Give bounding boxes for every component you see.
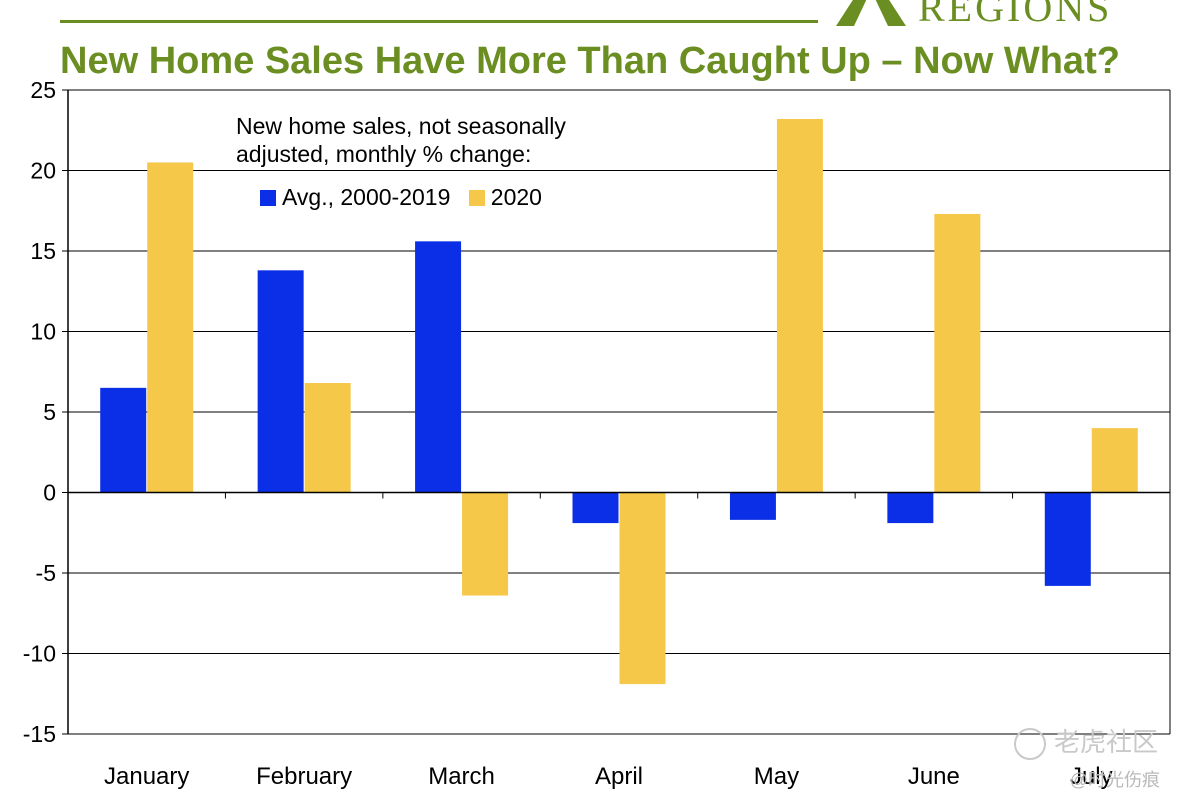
bar-avg [257, 270, 304, 493]
bar-chart: 25 20 15 10 5 0 -5 -10 -15 January February March Ap… [23, 80, 1171, 790]
legend: Avg., 2000-2019 2020 [260, 184, 554, 212]
bar-avg [100, 387, 147, 493]
x-tick-label: January [104, 763, 189, 790]
y-tick-label: -15 [23, 721, 56, 747]
regions-triangle-logo-icon [836, 0, 906, 26]
bar-2020 [304, 383, 351, 493]
legend-item-2020: 2020 [468, 184, 542, 211]
bar-2020 [934, 213, 981, 493]
x-tick-label: March [428, 763, 495, 790]
legend-item-avg: Avg., 2000-2019 [260, 184, 450, 211]
x-tick-label: July [1070, 763, 1113, 790]
tiger-community-icon [1013, 728, 1046, 761]
page-title: New Home Sales Have More Than Caught Up … [60, 40, 1120, 82]
legend-swatch-avg [260, 189, 276, 206]
y-tick-label: -5 [36, 560, 56, 586]
y-tick-label: 10 [30, 319, 56, 345]
y-tick-label: 5 [43, 399, 56, 425]
y-tick-label: 0 [43, 480, 56, 506]
y-tick-label: -10 [23, 641, 56, 667]
brand-name: REGIONS [918, 0, 1113, 28]
y-tick-label: 20 [30, 158, 56, 184]
legend-title: New home sales, not seasonally adjusted,… [236, 113, 566, 167]
bar-2020 [462, 492, 509, 596]
x-tick-label: February [256, 763, 352, 790]
y-tick-label: 25 [30, 80, 56, 103]
title-rule [60, 20, 818, 23]
bar-2020 [619, 492, 666, 685]
bar-avg [415, 241, 462, 493]
y-tick-label: 15 [30, 238, 56, 264]
watermark: 老虎社区 [1013, 722, 1158, 761]
bar-avg [887, 492, 934, 524]
x-tick-label: May [754, 763, 799, 790]
watermark-text: 老虎社区 [1053, 727, 1158, 757]
watermark-handle: @时光伤痕 [1069, 770, 1160, 790]
x-tick-label: April [595, 763, 643, 790]
legend-swatch-2020 [468, 189, 485, 206]
bar-2020 [1091, 428, 1138, 493]
bar-avg [1044, 492, 1091, 586]
legend-label-avg: Avg., 2000-2019 [282, 184, 451, 210]
bar-avg [572, 492, 619, 524]
x-tick-label: June [908, 763, 960, 790]
bar-avg [729, 492, 776, 520]
bar-2020 [147, 162, 194, 493]
legend-label-2020: 2020 [490, 184, 542, 210]
bar-2020 [776, 118, 823, 493]
regions-logo: REGIONS [826, 0, 1180, 28]
